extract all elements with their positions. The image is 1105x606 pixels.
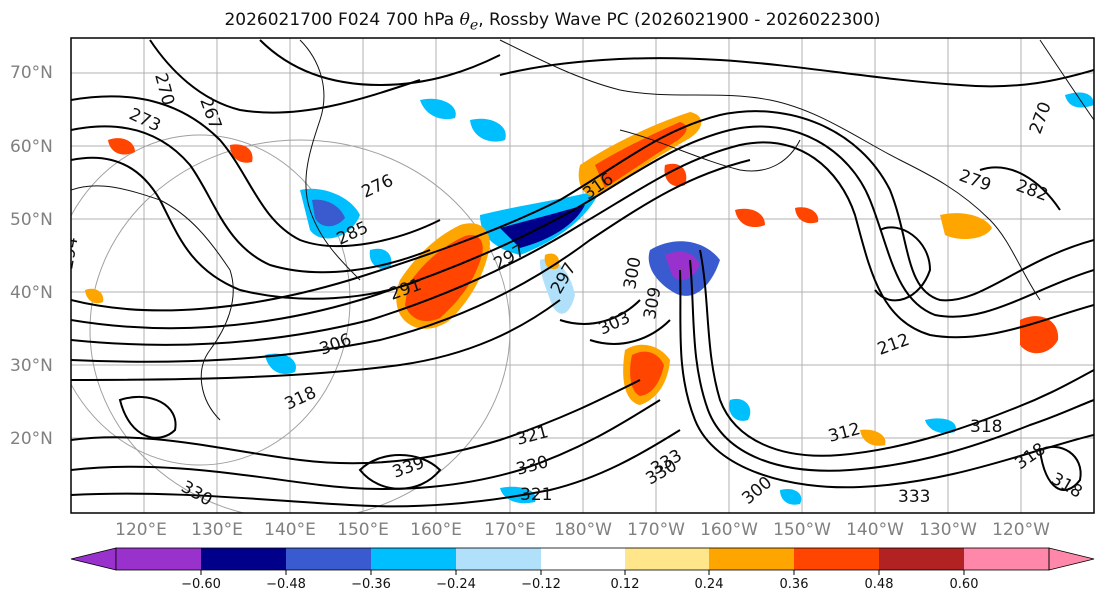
colorbar-segment <box>709 548 794 570</box>
colorbar-tick-label: 0.60 <box>949 577 979 592</box>
lon-label-120w: 120°W <box>992 520 1050 540</box>
theta-e-contours <box>71 39 1094 508</box>
contour-label: 318 <box>970 417 1002 437</box>
map-frame <box>70 37 1095 514</box>
lon-label-130w: 130°W <box>919 520 977 540</box>
colorbar-segment <box>541 548 625 570</box>
contour-label: 321 <box>520 485 552 505</box>
colorbar-tick-label: −0.12 <box>521 577 561 592</box>
colorbar-extend-right <box>1048 547 1095 571</box>
map-plot-area: 270 273 267 276 285 294 291 306 303 318 … <box>57 38 1094 513</box>
lon-label-170w: 170°W <box>627 520 685 540</box>
lon-label-180w: 180°W <box>554 520 612 540</box>
lat-label-30: 30°N <box>10 356 53 376</box>
colorbar-segment <box>286 548 371 570</box>
colorbar-segment <box>201 548 286 570</box>
colorbar-ticks <box>200 570 965 575</box>
title-prefix: 2026021700 F024 700 hPa <box>224 10 460 30</box>
colorbar-tick-label: 0.48 <box>864 577 894 592</box>
colorbar-segment <box>625 548 709 570</box>
colorbar <box>70 547 1095 575</box>
colorbar-segment <box>456 548 541 570</box>
colorbar-tick-label: 0.12 <box>610 577 640 592</box>
colorbar-extend-left <box>70 547 117 571</box>
colorbar-tick-label: −0.24 <box>436 577 476 592</box>
colorbar-segment <box>879 548 964 570</box>
colorbar-segment <box>964 548 1049 570</box>
lon-label-160e: 160°E <box>410 520 462 540</box>
lat-label-70: 70°N <box>10 63 53 83</box>
colorbar-tick-label: −0.60 <box>181 577 221 592</box>
colorbar-segment <box>794 548 879 570</box>
lon-label-120e: 120°E <box>115 520 167 540</box>
lon-label-170e: 170°E <box>484 520 536 540</box>
lat-label-50: 50°N <box>10 210 53 230</box>
lon-label-140e: 140°E <box>264 520 316 540</box>
colorbar-segment <box>371 548 456 570</box>
lon-label-140w: 140°W <box>846 520 904 540</box>
map-gridlines <box>71 38 1094 513</box>
title-theta-sub: e <box>469 17 479 34</box>
colorbar-frame <box>115 547 1050 571</box>
colorbar-tick-label: −0.48 <box>266 577 306 592</box>
lon-label-130e: 130°E <box>191 520 243 540</box>
title-suffix: , Rossby Wave PC (2026021900 - 202602230… <box>478 10 881 30</box>
lat-label-60: 60°N <box>10 137 53 157</box>
figure-title: 2026021700 F024 700 hPa θe, Rossby Wave … <box>0 10 1105 33</box>
colorbar-tick-label: −0.36 <box>351 577 391 592</box>
colorbar-tick-label: 0.24 <box>694 577 724 592</box>
coastlines <box>71 39 1094 421</box>
lat-label-40: 40°N <box>10 283 53 303</box>
lon-label-150e: 150°E <box>337 520 389 540</box>
colorbar-segment <box>116 548 201 570</box>
title-theta: θ <box>459 10 470 30</box>
contour-label: 333 <box>898 487 930 507</box>
lon-label-150w: 150°W <box>773 520 831 540</box>
lat-label-20: 20°N <box>10 429 53 449</box>
lon-label-160w: 160°W <box>700 520 758 540</box>
contour-label: 294 <box>57 235 82 270</box>
colorbar-tick-label: 0.36 <box>779 577 809 592</box>
